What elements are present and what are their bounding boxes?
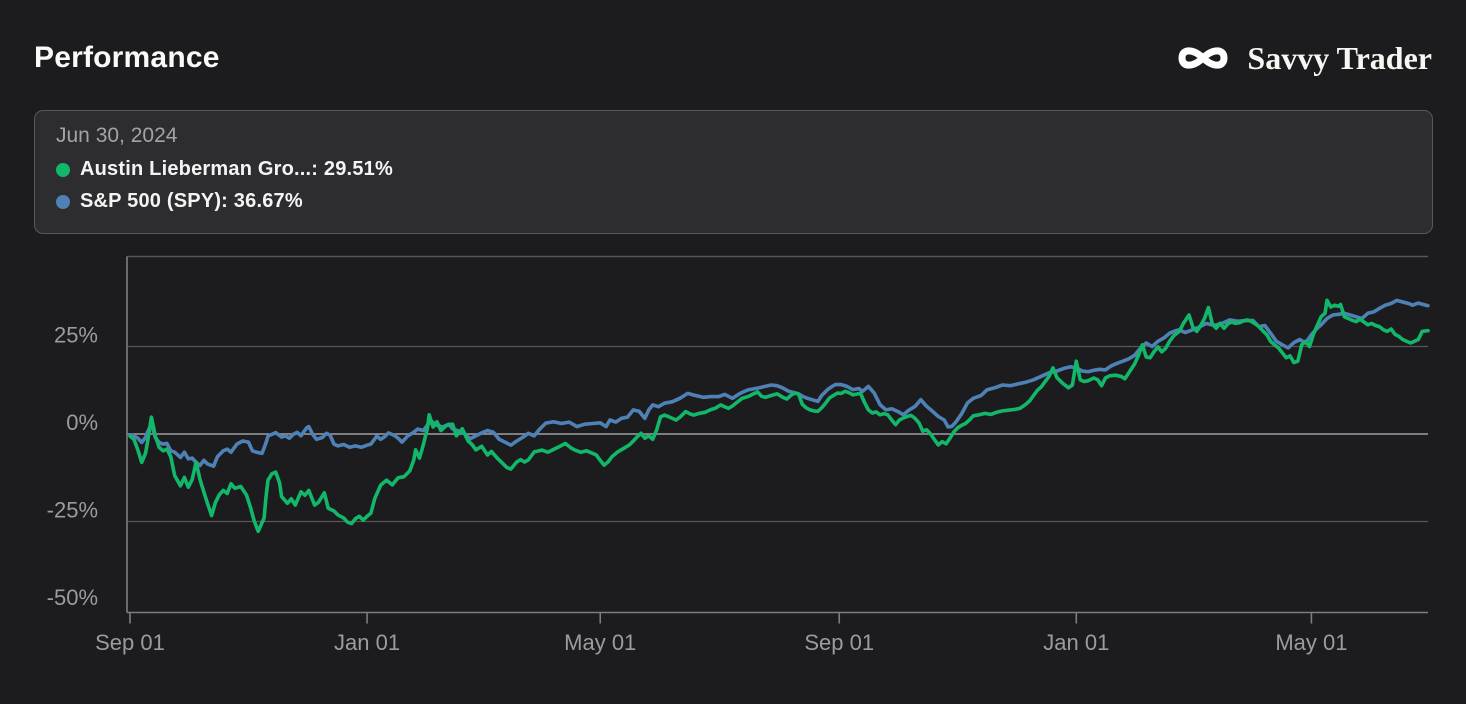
x-axis-label: Jan 01 [1043, 630, 1109, 655]
x-axis-label: May 01 [564, 630, 636, 655]
x-axis-label: Sep 01 [804, 630, 874, 655]
sp500-series-text: S&P 500 (SPY): 36.67% [80, 190, 303, 212]
savvy-trader-logo: Savvy Trader [1174, 38, 1432, 78]
brand-name: Savvy Trader [1247, 39, 1432, 76]
infinity-icon [1178, 47, 1228, 69]
header: Performance Savvy Trader [34, 30, 1432, 86]
portfolio-series-text: Austin Lieberman Gro...: 29.51% [80, 158, 393, 180]
x-axis-label: May 01 [1275, 630, 1347, 655]
y-axis-label: -25% [47, 498, 98, 523]
portfolio-series-dot [56, 162, 70, 177]
series-line-portfolio[interactable] [128, 298, 1430, 534]
y-axis-label: 25% [54, 323, 98, 348]
y-axis-label: -50% [47, 585, 98, 610]
tooltip-date: Jun 30, 2024 [56, 124, 178, 147]
x-axis-label: Jan 01 [334, 630, 400, 655]
page-title: Performance [34, 41, 220, 74]
x-axis-label: Sep 01 [95, 630, 165, 655]
series-line-sp500[interactable] [128, 298, 1430, 468]
tooltip-row-portfolio: Austin Lieberman Gro...: 29.51% [56, 158, 1411, 181]
chart-tooltip: Jun 30, 2024 Austin Lieberman Gro...: 29… [34, 110, 1433, 234]
tooltip-row-sp500: S&P 500 (SPY): 36.67% [56, 190, 1411, 213]
y-axis-label: 0% [66, 410, 98, 435]
sp500-series-dot [56, 194, 70, 209]
